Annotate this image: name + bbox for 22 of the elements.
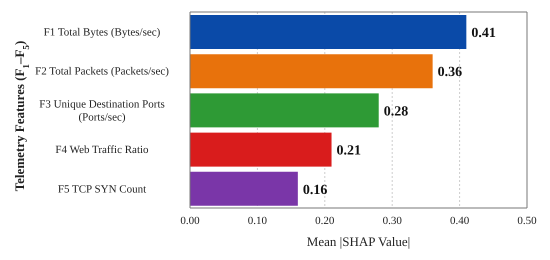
y-tick-label: F3 Unique Destination Ports (Ports/sec) bbox=[39, 98, 165, 124]
x-tick-label: 0.30 bbox=[382, 214, 402, 227]
bar bbox=[190, 93, 379, 128]
x-axis-title: Mean |SHAP Value| bbox=[306, 234, 410, 249]
x-tick-label: 0.50 bbox=[517, 214, 538, 227]
y-tick-label: F5 TCP SYN Count bbox=[58, 183, 146, 196]
bar bbox=[190, 15, 466, 49]
y-tick-label: F2 Total Packets (Packets/sec) bbox=[35, 66, 170, 78]
y-tick-label: F4 Web Traffic Ratio bbox=[55, 144, 150, 156]
x-tick-label: 0.40 bbox=[450, 214, 470, 227]
data-label: 0.36 bbox=[438, 65, 462, 80]
x-tick-label: 0.20 bbox=[315, 214, 335, 227]
x-tick-label: 0.10 bbox=[248, 214, 268, 227]
bar bbox=[190, 132, 332, 167]
x-tick-label: 0.00 bbox=[180, 214, 200, 227]
bar bbox=[190, 54, 433, 88]
data-label: 0.28 bbox=[384, 104, 408, 120]
data-label: 0.16 bbox=[302, 182, 328, 198]
data-label: 0.41 bbox=[471, 26, 496, 41]
y-tick-label: F1 Total Bytes (Bytes/sec) bbox=[44, 26, 161, 38]
bar bbox=[190, 172, 298, 206]
data-label: 0.21 bbox=[336, 144, 362, 159]
